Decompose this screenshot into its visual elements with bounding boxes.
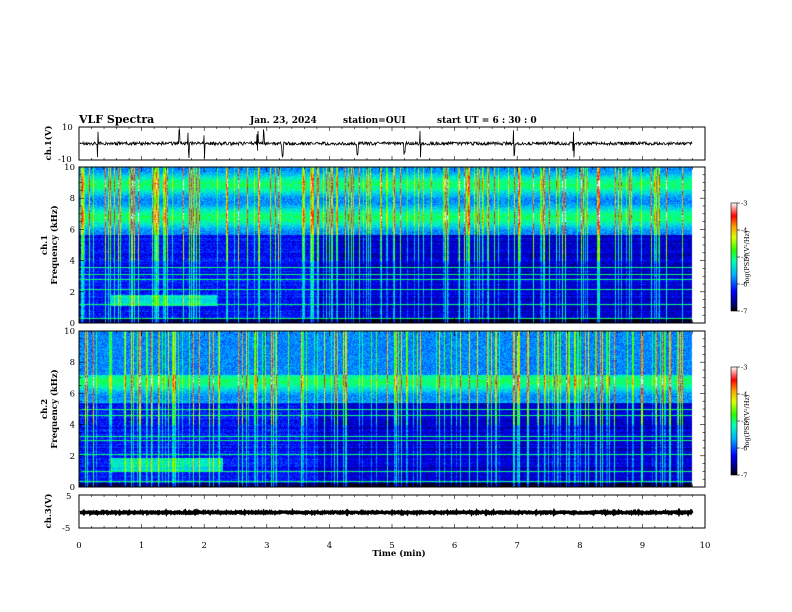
ch3-waveform-trace <box>79 507 694 518</box>
time-tick-label: 0 <box>76 541 81 551</box>
ch2-spectrogram-ylabel-channel: ch.2 <box>40 399 50 419</box>
ch1-spectrogram-ylabel-freq: Frequency (kHz) <box>49 205 60 284</box>
time-tick-label: 3 <box>264 541 269 551</box>
colorbar-tick-label: -6 <box>741 281 747 289</box>
ch1-waveform-panel: 10 -10 ch.1(V) <box>43 123 706 165</box>
ch1-colorbar-ticks: -3 -4 -5 -6 -7 <box>737 200 747 316</box>
freq-tick-label: 6 <box>70 389 75 399</box>
figure-title: VLF Spectra <box>78 113 154 126</box>
start-time-label: start UT = 6 : 30 : 0 <box>437 116 537 126</box>
ch2-spectrogram-ticks <box>78 330 706 488</box>
colorbar-tick-label: -4 <box>741 227 747 235</box>
time-tick-label: 2 <box>201 541 206 551</box>
ch1-spectrogram-ytick-labels: 0 2 4 6 8 10 <box>64 163 75 329</box>
ch2-spectrogram-panel: 0 2 4 6 8 10 ch.2 Frequency (kHz) <box>40 327 706 493</box>
time-tick-label: 4 <box>327 541 332 551</box>
colorbar-tick-label: -7 <box>741 308 747 316</box>
ch1-waveform-ylabel: ch.1(V) <box>43 126 54 161</box>
ch3-waveform-panel: 5 -5 ch.3(V) 0 1 2 3 4 5 6 7 8 9 10 Time (min) <box>43 492 710 559</box>
time-tick-label: 9 <box>640 541 645 551</box>
freq-tick-label: 4 <box>70 257 75 267</box>
freq-tick-label: 10 <box>64 163 75 173</box>
freq-tick-label: 6 <box>70 225 75 235</box>
time-axis-label: Time (min) <box>372 548 425 559</box>
freq-tick-label: 2 <box>70 288 75 298</box>
station-label: station=OUI <box>343 116 406 126</box>
freq-tick-label: 10 <box>64 327 75 337</box>
ch1-spectrogram-image <box>79 167 705 323</box>
colorbar-tick-label: -3 <box>741 364 747 372</box>
colorbar-tick-label: -5 <box>741 418 747 426</box>
colorbar-tick-label: -7 <box>741 472 747 480</box>
time-axis-tick-labels: 0 1 2 3 4 5 6 7 8 9 10 <box>76 541 710 551</box>
ch3-ytick-bottom: -5 <box>62 524 70 534</box>
ch1-waveform-trace <box>79 129 693 159</box>
ch2-colorbar-label: log(PSD)(V²/Hz) <box>743 394 751 447</box>
ch2-colorbar: -3 -4 -5 -6 -7 log(PSD)(V²/Hz) <box>730 364 751 480</box>
time-tick-label: 8 <box>577 541 582 551</box>
ch2-colorbar-ramp <box>731 367 737 475</box>
ch1-spectrogram-ylabel-channel: ch.1 <box>40 235 50 255</box>
ch3-ytick-top: 5 <box>66 492 71 502</box>
ch2-spectrogram-image <box>79 331 705 487</box>
colorbar-tick-label: -4 <box>741 391 747 399</box>
ch3-waveform-ylabel: ch.3(V) <box>43 494 54 529</box>
ch1-spectrogram-panel: 0 2 4 6 8 10 ch.1 Frequency (kHz) <box>40 163 706 329</box>
ch1-colorbar-label: log(PSD)(V²/Hz) <box>743 230 751 283</box>
freq-tick-label: 2 <box>70 452 75 462</box>
ch2-spectrogram-ylabel-freq: Frequency (kHz) <box>49 369 60 448</box>
ch3-waveform-ticks <box>78 495 706 528</box>
colorbar-tick-label: -5 <box>741 254 747 262</box>
freq-tick-label: 4 <box>70 421 75 431</box>
time-tick-label: 6 <box>452 541 457 551</box>
freq-tick-label: 0 <box>70 483 75 493</box>
time-tick-label: 1 <box>139 541 144 551</box>
ch1-colorbar-ramp <box>731 203 737 311</box>
colorbar-tick-label: -6 <box>741 445 747 453</box>
time-tick-label: 5 <box>389 541 394 551</box>
ch1-spectrogram-ticks <box>78 166 706 324</box>
freq-tick-label: 8 <box>70 358 75 368</box>
time-tick-label: 10 <box>700 541 711 551</box>
freq-tick-label: 0 <box>70 319 75 329</box>
colorbar-tick-label: -3 <box>741 200 747 208</box>
ch1-waveform-ticks <box>78 127 706 160</box>
ch1-ytick-top: 10 <box>62 123 73 133</box>
observation-date: Jan. 23, 2024 <box>249 116 317 126</box>
ch2-colorbar-ticks: -3 -4 -5 -6 -7 <box>737 364 747 480</box>
ch1-ytick-bottom: -10 <box>58 155 72 165</box>
time-tick-label: 7 <box>514 541 519 551</box>
ch2-spectrogram-ytick-labels: 0 2 4 6 8 10 <box>64 327 75 493</box>
ch1-colorbar: -3 -4 -5 -6 -7 log(PSD)(V²/Hz) <box>730 200 751 316</box>
freq-tick-label: 8 <box>70 194 75 204</box>
